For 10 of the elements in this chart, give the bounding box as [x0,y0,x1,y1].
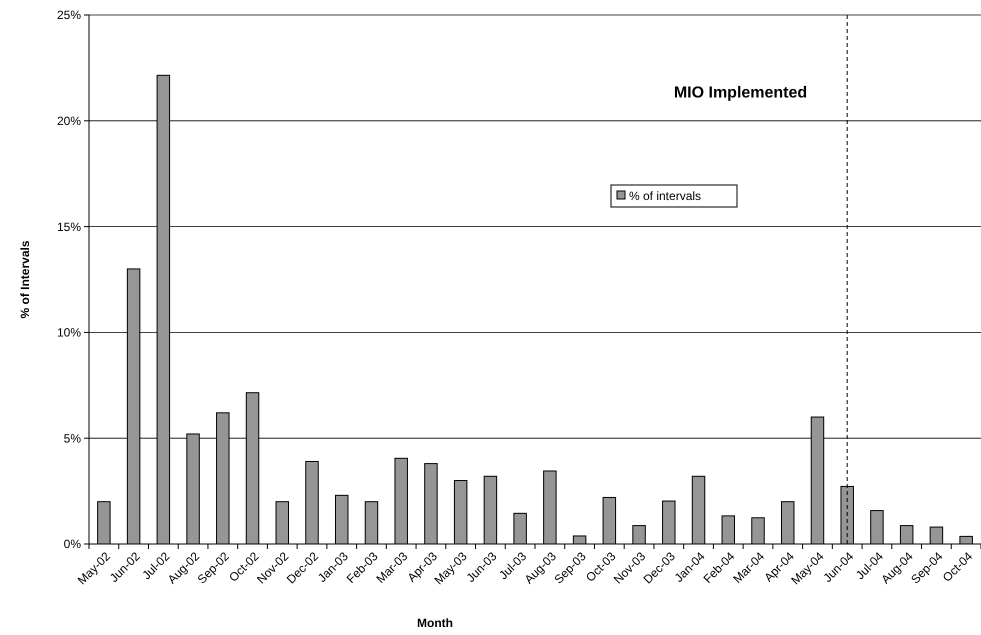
x-axis-title: Month [417,616,453,630]
y-tick-label: 0% [64,537,82,552]
y-tick-label: 5% [64,431,82,446]
y-axis-title: % of Intervals [18,240,32,319]
ref-line-label: MIO Implemented [674,84,808,102]
legend-label: % of intervals [629,189,702,203]
y-tick-label: 20% [56,114,82,128]
y-tick-label: 25% [56,8,82,22]
y-tick-label: 15% [56,220,82,234]
y-tick-label: 10% [56,326,82,340]
